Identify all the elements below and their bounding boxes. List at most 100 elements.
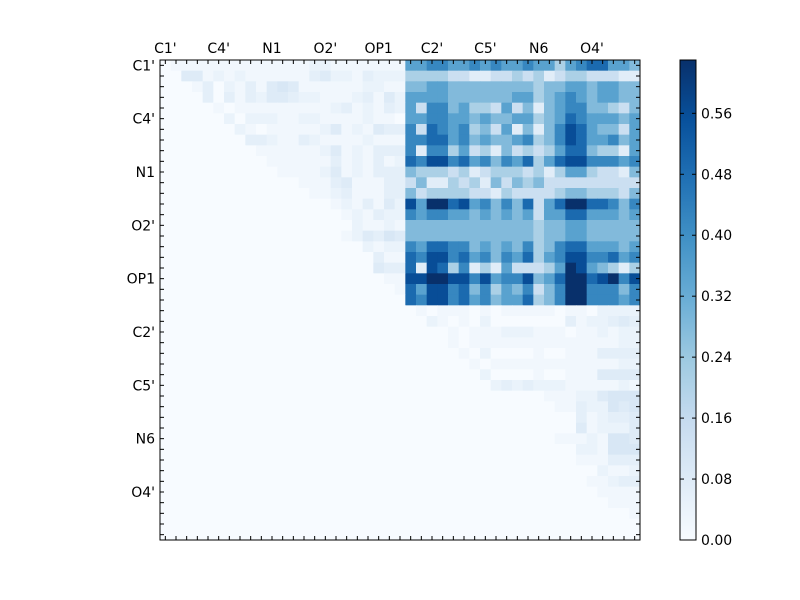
- heatmap-cell: [352, 518, 364, 530]
- heatmap-cell: [266, 198, 278, 210]
- heatmap-cell: [480, 124, 492, 136]
- heatmap-cell: [426, 380, 438, 392]
- heatmap-cell: [522, 358, 534, 370]
- heatmap-cell: [234, 92, 246, 104]
- y-tick-label: N1: [136, 165, 155, 181]
- heatmap-cell: [629, 166, 641, 178]
- heatmap-cell: [352, 369, 364, 381]
- heatmap-cell: [362, 166, 374, 178]
- heatmap-cell: [618, 380, 630, 392]
- heatmap-cell: [586, 252, 598, 264]
- heatmap-cell: [213, 252, 225, 264]
- heatmap-cell: [394, 337, 406, 349]
- heatmap-cell: [341, 486, 353, 498]
- heatmap-cell: [224, 92, 236, 104]
- heatmap-cell: [554, 497, 566, 509]
- heatmap-cell: [416, 220, 428, 232]
- heatmap-cell: [629, 401, 641, 413]
- heatmap-cell: [170, 230, 182, 242]
- heatmap-cell: [320, 508, 332, 520]
- heatmap-cell: [256, 465, 268, 477]
- heatmap-cell: [554, 476, 566, 488]
- heatmap-cell: [576, 412, 588, 424]
- heatmap-cell: [426, 358, 438, 370]
- heatmap-cell: [266, 326, 278, 338]
- heatmap-cell: [448, 145, 460, 157]
- heatmap-cell: [405, 70, 417, 82]
- heatmap-cell: [341, 348, 353, 360]
- heatmap-cell: [373, 316, 385, 328]
- heatmap-cell: [522, 369, 534, 381]
- heatmap-cell: [309, 380, 321, 392]
- heatmap-cell: [554, 486, 566, 498]
- heatmap-cell: [181, 316, 193, 328]
- heatmap-cell: [341, 262, 353, 274]
- heatmap-cell: [618, 294, 630, 306]
- heatmap-cell: [202, 497, 214, 509]
- heatmap-cell: [170, 102, 182, 114]
- heatmap-cell: [618, 209, 630, 221]
- heatmap-cell: [384, 145, 396, 157]
- heatmap-cell: [170, 294, 182, 306]
- heatmap-cell: [448, 465, 460, 477]
- heatmap-cell: [458, 145, 470, 157]
- heatmap-cell: [533, 198, 545, 210]
- heatmap-cell: [522, 81, 534, 93]
- heatmap-cell: [245, 305, 257, 317]
- heatmap-cell: [608, 486, 620, 498]
- heatmap-cell: [586, 124, 598, 136]
- heatmap-cell: [522, 529, 534, 541]
- heatmap-cell: [448, 92, 460, 104]
- heatmap-cell: [288, 412, 300, 424]
- heatmap-cell: [234, 465, 246, 477]
- heatmap-cell: [416, 145, 428, 157]
- heatmap-cell: [522, 124, 534, 136]
- heatmap-cell: [586, 188, 598, 200]
- heatmap-cell: [256, 444, 268, 456]
- heatmap-cell: [629, 177, 641, 189]
- heatmap-cell: [266, 166, 278, 178]
- heatmap-cell: [160, 518, 172, 530]
- heatmap-cell: [309, 358, 321, 370]
- heatmap-cell: [522, 284, 534, 296]
- heatmap-cell: [298, 81, 310, 93]
- heatmap-cell: [320, 465, 332, 477]
- heatmap-cell: [256, 476, 268, 488]
- heatmap-cell: [245, 156, 257, 168]
- heatmap-cell: [384, 81, 396, 93]
- heatmap-cell: [480, 70, 492, 82]
- heatmap-cell: [405, 433, 417, 445]
- heatmap-cell: [160, 70, 172, 82]
- heatmap-cell: [256, 497, 268, 509]
- heatmap-cell: [256, 348, 268, 360]
- heatmap-cell: [501, 348, 513, 360]
- heatmap-cell: [512, 134, 524, 146]
- heatmap-cell: [352, 444, 364, 456]
- heatmap-cell: [202, 412, 214, 424]
- heatmap-cell: [320, 145, 332, 157]
- heatmap-cell: [362, 70, 374, 82]
- heatmap-cell: [341, 337, 353, 349]
- heatmap-cell: [544, 326, 556, 338]
- heatmap-cell: [245, 444, 257, 456]
- heatmap-cell: [341, 284, 353, 296]
- heatmap-cell: [426, 70, 438, 82]
- heatmap-cell: [608, 124, 620, 136]
- heatmap-cell: [202, 166, 214, 178]
- heatmap-cell: [480, 81, 492, 93]
- heatmap-cell: [586, 305, 598, 317]
- heatmap-cell: [384, 326, 396, 338]
- heatmap-cell: [266, 113, 278, 125]
- heatmap-cell: [512, 209, 524, 221]
- heatmap-cell: [341, 198, 353, 210]
- heatmap-cell: [618, 529, 630, 541]
- heatmap-cell: [288, 316, 300, 328]
- heatmap-cell: [586, 518, 598, 530]
- heatmap-cell: [192, 497, 204, 509]
- heatmap-cell: [544, 454, 556, 466]
- heatmap-cell: [405, 369, 417, 381]
- heatmap-cell: [618, 156, 630, 168]
- heatmap-cell: [618, 305, 630, 317]
- heatmap-cell: [277, 465, 289, 477]
- heatmap-cell: [277, 134, 289, 146]
